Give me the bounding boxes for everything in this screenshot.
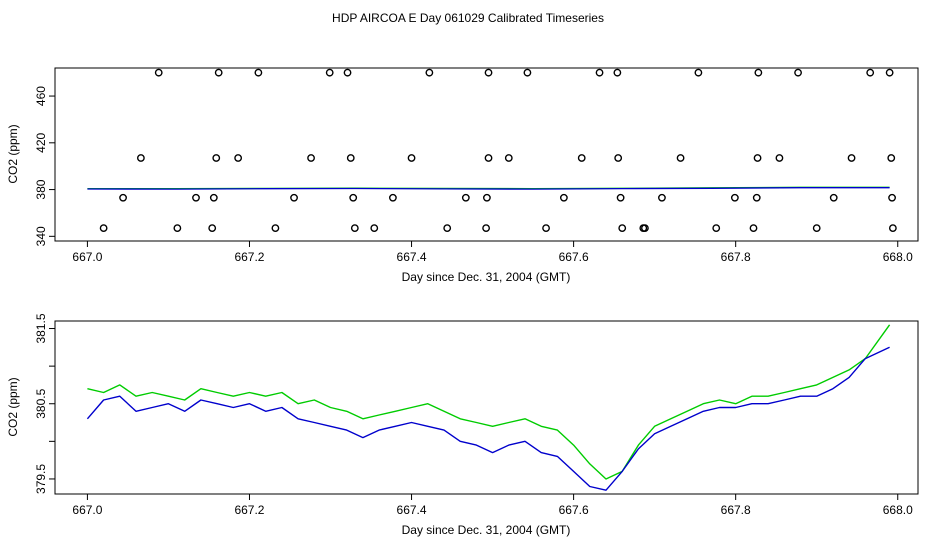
scatter-point	[209, 193, 218, 202]
scatter-point	[542, 224, 550, 233]
scatter-point	[234, 154, 243, 162]
scatter-point	[119, 193, 127, 202]
scatter-point	[483, 193, 491, 202]
scatter-point	[794, 68, 802, 77]
y-tick-label: 340	[34, 226, 48, 246]
scatter-point	[614, 154, 623, 162]
co2-line-panel: 667.0 667.2 667.4 667.6 667.8 668.0 379.5 380.…	[6, 313, 919, 537]
scatter-point	[482, 224, 490, 233]
scatter-point	[866, 68, 875, 77]
scatter-point	[389, 193, 397, 202]
x-tick-label: 667.0	[72, 503, 102, 517]
scatter-point	[888, 193, 896, 202]
scatter-point	[752, 193, 761, 202]
y-axis-bottom: 379.5 380.5 381.5	[34, 313, 55, 494]
scatter-point	[618, 224, 627, 233]
scatter-point	[484, 68, 493, 77]
y-tick-label: 420	[34, 132, 48, 152]
scatter-point	[443, 224, 452, 233]
scatter-point	[523, 68, 532, 77]
scatter-point	[885, 68, 894, 77]
scatter-point	[212, 154, 221, 162]
x-tick-label: 668.0	[883, 250, 913, 264]
x-tick-label: 667.0	[72, 250, 102, 264]
scatter-point	[208, 224, 217, 233]
scatter-point	[641, 224, 649, 233]
scatter-point	[595, 68, 604, 77]
scatter-point	[407, 154, 416, 162]
x-tick-label: 667.8	[721, 250, 751, 264]
y-axis-top: 340 380 420 460	[34, 86, 55, 246]
scatter-point	[254, 68, 263, 77]
x-axis-bottom: 667.0 667.2 667.4 667.6 667.8 668.0	[72, 494, 913, 517]
scatter-point	[173, 224, 182, 233]
scatter-point	[99, 224, 108, 233]
scatter-point	[192, 193, 200, 202]
scatter-point	[658, 193, 666, 202]
scatter-point	[325, 68, 334, 77]
scatter-point	[753, 154, 762, 162]
series-bottom	[86, 324, 891, 491]
scatter-point	[694, 68, 703, 77]
x-tick-label: 667.6	[559, 250, 589, 264]
scatter-point	[613, 68, 622, 77]
scatter-point	[730, 193, 739, 202]
scatter-point	[461, 193, 470, 202]
series-line-blue	[87, 187, 890, 190]
scatter-point	[346, 154, 355, 162]
series-line-blue	[86, 346, 890, 491]
x-tick-label: 668.0	[883, 503, 913, 517]
scatter-point	[350, 224, 359, 233]
scatter-point	[559, 193, 568, 202]
co2-scatter-panel: 667.0 667.2 667.4 667.6 667.8 668.0 340 380 420…	[6, 67, 919, 284]
y-tick-label: 380.5	[34, 388, 48, 418]
y-tick-label: 460	[34, 86, 48, 106]
page-title: HDP AIRCOA E Day 061029 Calibrated Times…	[332, 11, 604, 25]
scatter-point	[712, 224, 721, 233]
plot-frame-top	[54, 67, 919, 242]
scatter-point	[307, 154, 315, 162]
x-tick-label: 667.4	[397, 250, 427, 264]
scatter-point	[847, 154, 856, 162]
plot-frame-bottom	[54, 320, 919, 495]
y-tick-label: 379.5	[34, 464, 48, 494]
scatter-point	[754, 68, 763, 77]
scatter-point	[775, 154, 784, 162]
scatter-point	[154, 68, 163, 77]
scatter-point	[812, 224, 821, 233]
scatter-point	[425, 68, 434, 77]
y-tick-label: 381.5	[34, 313, 48, 343]
series-top	[87, 186, 890, 190]
scatter-point	[888, 224, 897, 233]
scatter-point	[616, 193, 625, 202]
scatter-point	[829, 193, 838, 202]
scatter-point	[136, 154, 145, 162]
scatter-point	[343, 68, 352, 77]
ylabel-top: CO2 (ppm)	[6, 124, 20, 183]
scatter-point	[349, 193, 358, 202]
scatter-points	[99, 68, 897, 233]
scatter-point	[749, 224, 758, 233]
scatter-point	[214, 68, 223, 77]
scatter-point	[290, 193, 298, 202]
x-tick-label: 667.2	[234, 503, 264, 517]
scatter-point	[577, 154, 586, 162]
x-tick-label: 667.6	[559, 503, 589, 517]
scatter-point	[887, 154, 896, 162]
series-line-green	[87, 324, 891, 480]
xlabel-bottom: Day since Dec. 31, 2004 (GMT)	[402, 523, 571, 537]
scatter-point	[271, 224, 280, 233]
x-tick-label: 667.8	[721, 503, 751, 517]
scatter-point	[370, 224, 379, 233]
xlabel-top: Day since Dec. 31, 2004 (GMT)	[402, 270, 571, 284]
x-tick-label: 667.2	[234, 250, 264, 264]
ylabel-bottom: CO2 (ppm)	[6, 377, 20, 436]
scatter-point	[504, 154, 513, 162]
scatter-point	[676, 154, 685, 162]
x-axis-top: 667.0 667.2 667.4 667.6 667.8 668.0	[72, 241, 913, 264]
x-tick-label: 667.4	[397, 503, 427, 517]
scatter-point	[484, 154, 493, 162]
y-tick-label: 380	[34, 179, 48, 199]
